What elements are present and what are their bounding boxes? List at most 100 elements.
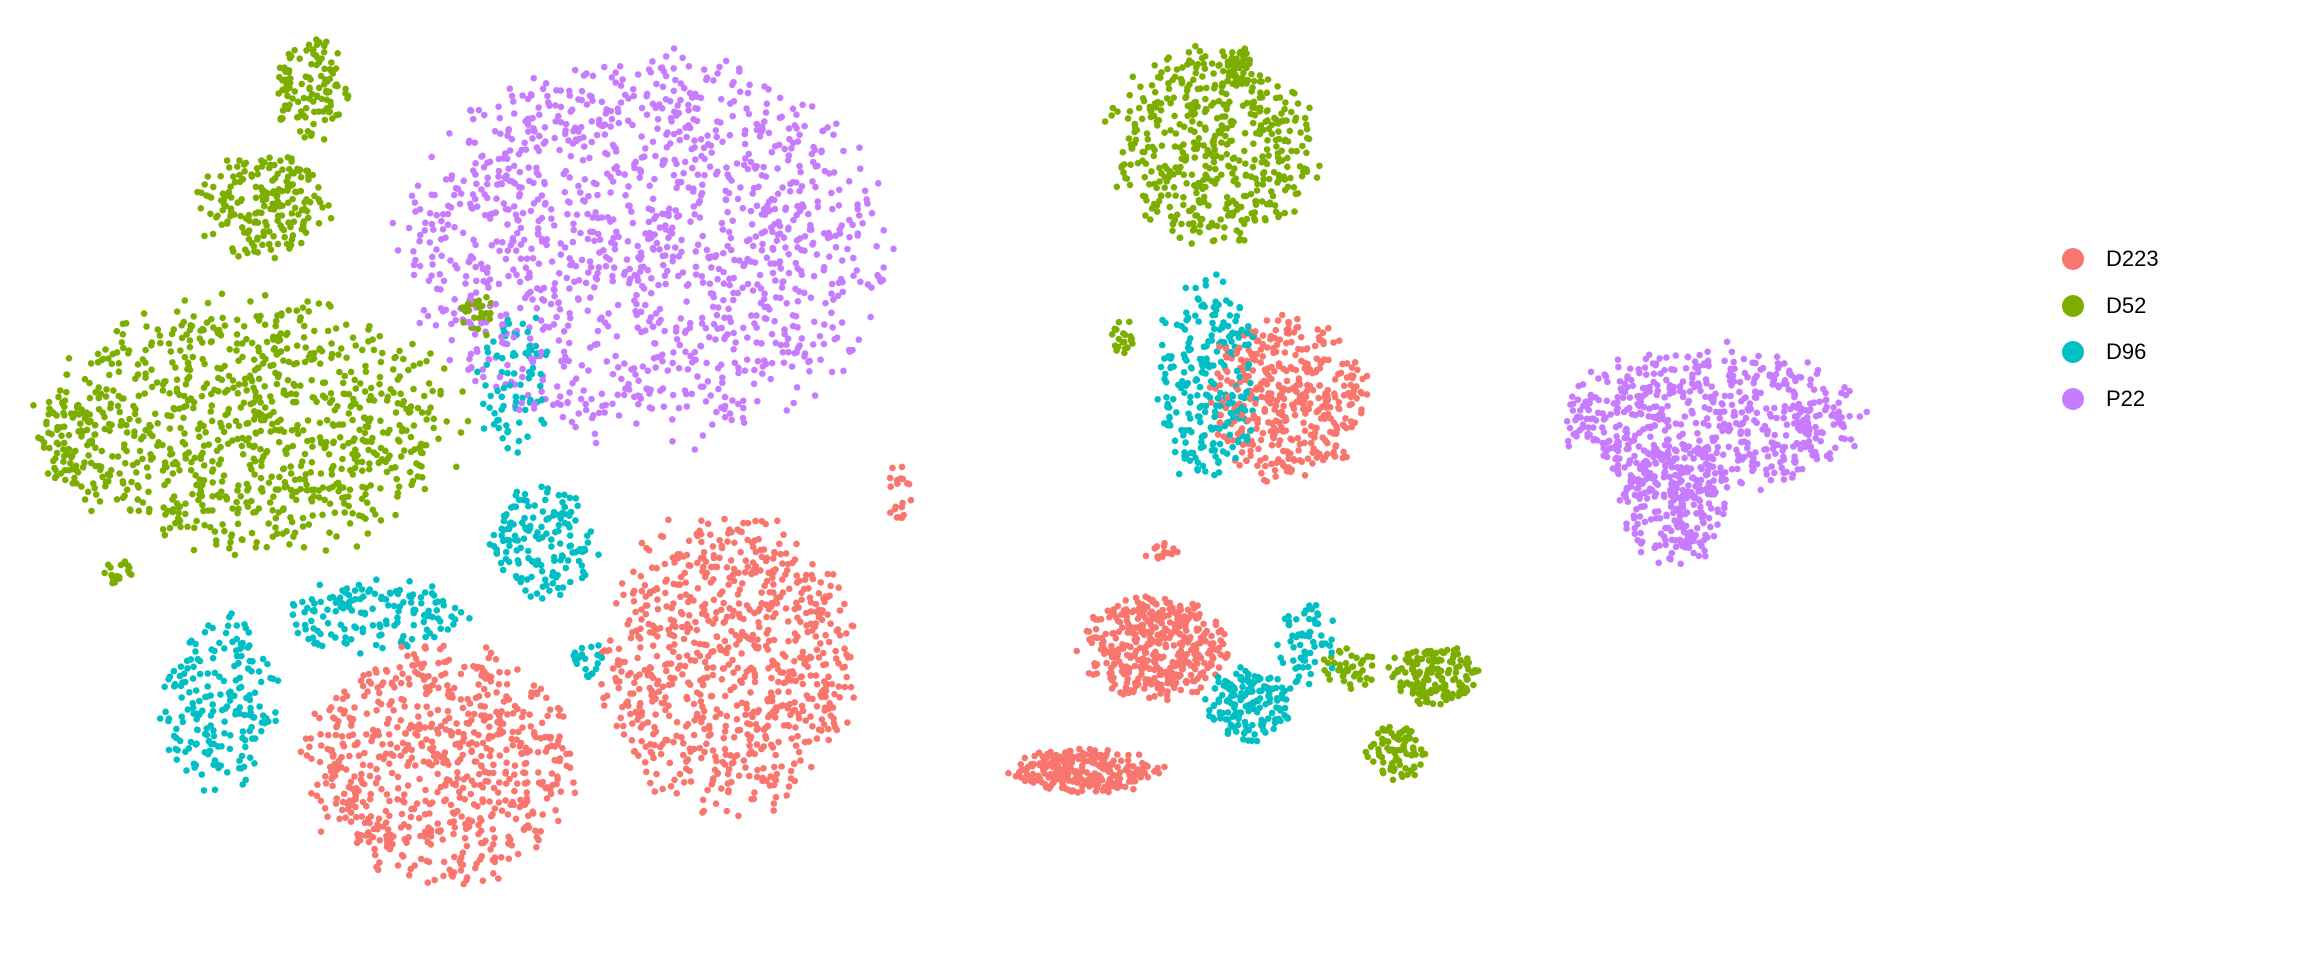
point-d52 [1368, 676, 1375, 683]
point-d223 [397, 752, 405, 759]
point-p22 [1661, 427, 1669, 434]
point-d223 [378, 785, 385, 793]
point-d223 [813, 735, 821, 742]
point-p22 [682, 124, 689, 131]
point-p22 [510, 162, 518, 170]
point-d52 [182, 510, 189, 518]
point-d52 [190, 313, 197, 320]
point-d52 [310, 394, 318, 402]
point-d52 [94, 350, 102, 358]
point-d52 [233, 347, 240, 354]
point-p22 [433, 211, 441, 219]
point-d52 [86, 394, 94, 402]
point-d52 [222, 202, 230, 210]
point-p22 [462, 280, 469, 287]
point-p22 [525, 164, 532, 171]
point-d52 [209, 230, 217, 238]
point-d52 [1101, 118, 1109, 125]
point-d223 [314, 781, 321, 788]
point-d52 [1199, 73, 1206, 80]
point-p22 [1781, 403, 1789, 410]
point-d96 [1217, 389, 1224, 397]
point-d52 [1349, 663, 1357, 670]
point-d223 [1124, 675, 1131, 683]
point-p22 [439, 226, 447, 233]
point-d223 [768, 674, 775, 682]
point-d223 [394, 862, 402, 869]
point-p22 [521, 294, 529, 302]
point-d223 [434, 788, 441, 796]
point-d96 [156, 715, 164, 722]
point-p22 [601, 409, 608, 416]
point-d223 [789, 559, 796, 567]
point-p22 [761, 211, 769, 219]
point-p22 [625, 117, 632, 125]
point-p22 [728, 416, 735, 424]
point-p22 [745, 150, 752, 158]
point-d52 [133, 469, 140, 476]
point-d223 [454, 759, 462, 766]
point-d52 [177, 523, 184, 531]
point-p22 [550, 321, 558, 328]
point-p22 [594, 340, 601, 348]
point-d96 [1210, 380, 1218, 388]
point-d52 [1398, 770, 1405, 778]
point-d223 [1199, 669, 1207, 676]
point-p22 [588, 414, 596, 422]
point-d52 [1158, 142, 1166, 149]
point-p22 [806, 368, 813, 375]
point-p22 [1757, 486, 1764, 494]
point-d223 [813, 646, 821, 654]
point-p22 [634, 242, 641, 250]
point-p22 [405, 224, 413, 232]
point-d223 [775, 688, 782, 695]
point-d96 [1216, 425, 1223, 433]
point-d223 [717, 606, 725, 614]
point-d96 [165, 746, 173, 754]
point-p22 [749, 287, 757, 294]
point-d52 [474, 325, 482, 333]
point-d223 [617, 714, 624, 722]
point-p22 [772, 294, 780, 301]
point-p22 [587, 263, 595, 271]
point-d223 [797, 757, 804, 764]
point-p22 [727, 234, 735, 242]
point-d223 [1336, 337, 1343, 345]
point-d223 [372, 779, 380, 787]
point-d52 [330, 439, 337, 447]
point-p22 [566, 174, 573, 181]
point-d96 [1305, 615, 1313, 623]
point-p22 [712, 171, 720, 178]
point-p22 [602, 253, 610, 261]
point-p22 [586, 154, 593, 162]
point-d52 [250, 408, 258, 415]
point-d52 [262, 218, 269, 226]
point-d223 [771, 548, 778, 556]
point-d52 [352, 446, 359, 454]
point-d52 [153, 379, 161, 386]
point-p22 [1780, 476, 1788, 483]
point-p22 [801, 233, 809, 240]
point-d96 [510, 370, 518, 377]
point-d96 [1215, 459, 1222, 467]
point-d52 [1297, 129, 1304, 136]
point-p22 [670, 87, 678, 95]
point-p22 [719, 379, 726, 387]
point-d96 [1274, 675, 1281, 683]
point-d223 [470, 710, 478, 718]
point-d223 [429, 799, 436, 806]
point-d223 [399, 739, 407, 747]
point-p22 [534, 225, 542, 232]
point-d52 [1170, 94, 1177, 101]
point-d52 [194, 188, 201, 196]
point-p22 [466, 355, 473, 363]
point-p22 [551, 280, 559, 287]
point-d52 [1222, 132, 1229, 140]
point-d52 [1291, 90, 1298, 97]
point-p22 [562, 120, 570, 128]
point-d52 [177, 347, 184, 354]
point-d52 [1284, 163, 1291, 171]
point-d223 [500, 698, 508, 705]
point-p22 [777, 265, 785, 272]
point-p22 [1721, 357, 1728, 365]
